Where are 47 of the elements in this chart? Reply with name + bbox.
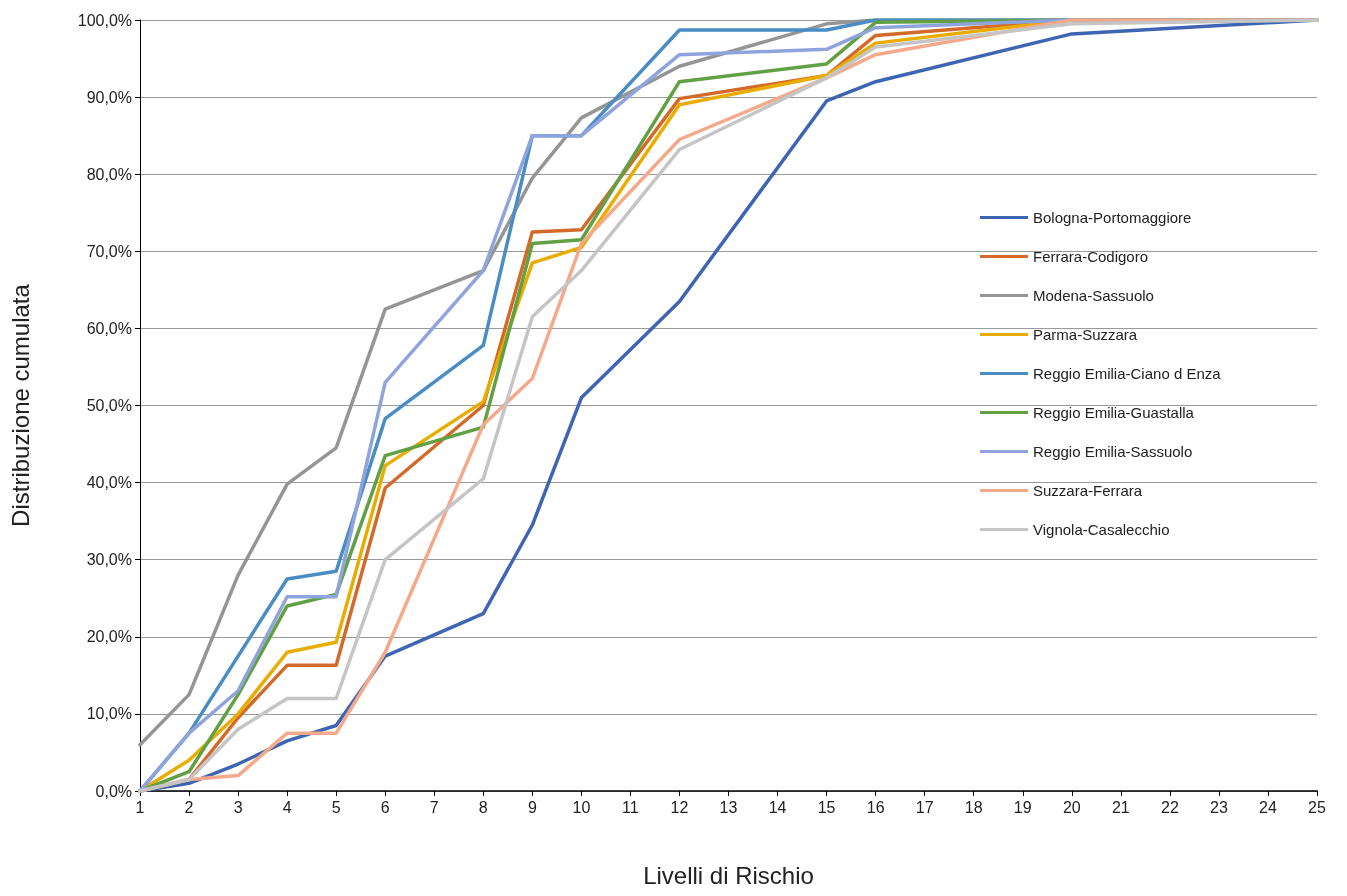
legend-label: Parma-Suzzara xyxy=(1033,326,1138,343)
x-tick-label: 3 xyxy=(233,798,243,816)
x-tick-label: 6 xyxy=(380,798,390,816)
x-tick-label: 24 xyxy=(1259,798,1277,816)
y-tick-label: 10,0% xyxy=(86,705,132,723)
legend-label: Reggio Emilia-Guastalla xyxy=(1033,404,1195,421)
x-tick-label: 5 xyxy=(331,798,341,816)
legend-label: Modena-Sassuolo xyxy=(1033,287,1154,304)
x-tick-label: 12 xyxy=(670,798,689,816)
x-tick-label: 17 xyxy=(915,798,934,816)
x-tick-label: 16 xyxy=(866,798,885,816)
y-tick-label: 100,0% xyxy=(77,11,132,29)
y-tick-label: 20,0% xyxy=(86,628,132,646)
x-tick-label: 10 xyxy=(572,798,591,816)
legend-label: Bologna-Portomaggiore xyxy=(1033,209,1192,226)
y-tick-label: 40,0% xyxy=(86,474,132,492)
x-tick-label: 25 xyxy=(1308,798,1326,816)
y-tick-label: 90,0% xyxy=(86,88,132,106)
legend-label: Reggio Emilia-Sassuolo xyxy=(1033,443,1193,460)
x-tick-label: 22 xyxy=(1160,798,1179,816)
y-tick-label: 0,0% xyxy=(95,782,132,800)
y-tick-label: 30,0% xyxy=(86,551,132,569)
x-axis-title: Livelli di Rischio xyxy=(643,861,814,889)
x-tick-label: 18 xyxy=(964,798,983,816)
x-tick-label: 21 xyxy=(1111,798,1130,816)
y-tick-label: 70,0% xyxy=(86,242,132,260)
y-tick-label: 60,0% xyxy=(86,319,132,337)
x-tick-label: 14 xyxy=(768,798,787,816)
legend-label: Reggio Emilia-Ciano d Enza xyxy=(1033,365,1222,382)
x-tick-label: 11 xyxy=(622,798,639,816)
x-tick-label: 9 xyxy=(527,798,537,816)
legend-label: Ferrara-Codigoro xyxy=(1033,248,1149,265)
y-tick-label: 80,0% xyxy=(86,165,132,183)
x-tick-label: 19 xyxy=(1013,798,1032,816)
x-tick-label: 7 xyxy=(429,798,439,816)
x-tick-label: 23 xyxy=(1210,798,1228,816)
x-tick-label: 15 xyxy=(817,798,836,816)
legend-label: Suzzara-Ferrara xyxy=(1033,482,1143,499)
x-tick-label: 4 xyxy=(282,798,292,816)
y-axis-title: Distribuzione cumulata xyxy=(6,283,34,527)
x-tick-label: 13 xyxy=(719,798,738,816)
x-tick-label: 20 xyxy=(1062,798,1081,816)
x-tick-label: 1 xyxy=(135,798,145,816)
legend-label: Vignola-Casalecchio xyxy=(1033,521,1170,538)
x-tick-label: 2 xyxy=(184,798,194,816)
x-tick-label: 8 xyxy=(478,798,488,816)
y-tick-label: 50,0% xyxy=(86,397,132,414)
